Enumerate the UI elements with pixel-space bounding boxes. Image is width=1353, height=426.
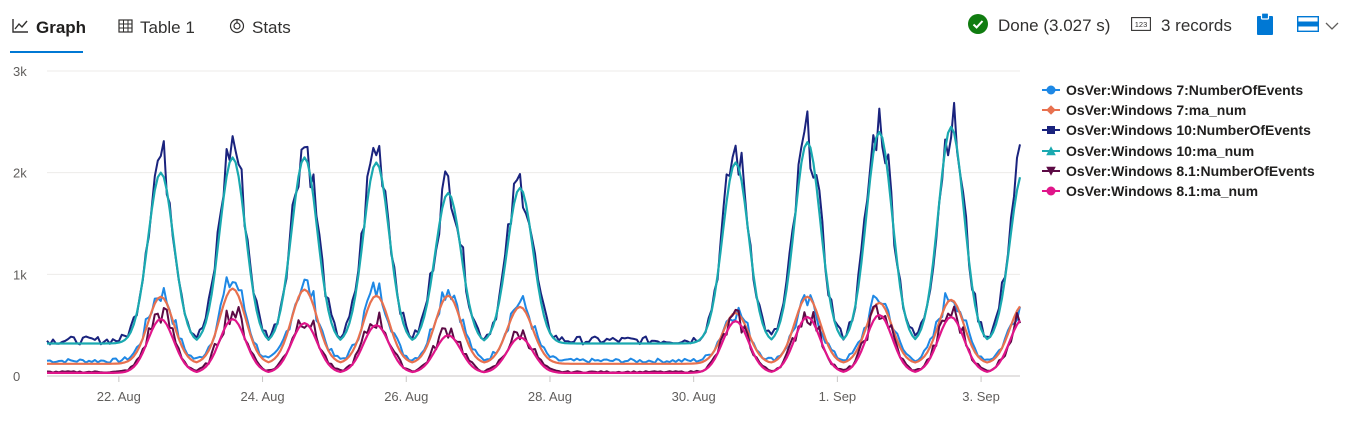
legend-label: OsVer:Windows 8.1:NumberOfEvents [1066, 162, 1315, 179]
legend-item[interactable]: OsVer:Windows 10:ma_num [1042, 141, 1315, 161]
active-tab-indicator [10, 51, 83, 53]
legend-marker-icon [1042, 165, 1066, 177]
x-tick-label: 22. Aug [97, 389, 141, 404]
legend-marker-icon [1042, 185, 1066, 197]
legend-marker-icon [1042, 84, 1066, 96]
line-chart-icon [12, 18, 29, 38]
number-format-icon: 123 [1131, 16, 1151, 36]
checkmark-icon [968, 13, 988, 39]
legend-label: OsVer:Windows 10:ma_num [1066, 142, 1255, 159]
legend-item[interactable]: OsVer:Windows 8.1:ma_num [1042, 181, 1315, 201]
chevron-down-icon [1325, 18, 1339, 36]
y-tick-label: 0 [13, 369, 20, 384]
x-tick-label: 30. Aug [672, 389, 716, 404]
y-tick-label: 3k [13, 64, 27, 79]
legend-marker-icon [1042, 145, 1066, 157]
toolbar: Graph Table 1 Stats Done (3.027 s) 123 3… [0, 0, 1353, 54]
legend-marker-icon [1042, 124, 1066, 136]
y-tick-label: 2k [13, 166, 27, 181]
x-tick-label: 24. Aug [241, 389, 285, 404]
table-icon [118, 18, 133, 38]
layout-menu-button[interactable] [1296, 15, 1339, 37]
series-line [46, 276, 1021, 364]
query-status: Done (3.027 s) [968, 13, 1111, 39]
series-line [47, 313, 1021, 374]
legend-item[interactable]: OsVer:Windows 8.1:NumberOfEvents [1042, 161, 1315, 181]
status-text: Done (3.027 s) [998, 16, 1111, 35]
legend-marker-icon [1042, 104, 1066, 116]
x-tick-label: 1. Sep [819, 389, 857, 404]
tab-label: Graph [36, 18, 87, 37]
stats-icon [229, 18, 245, 39]
legend-item[interactable]: OsVer:Windows 7:ma_num [1042, 100, 1315, 120]
tab-graph[interactable]: Graph [12, 14, 86, 42]
series-line [46, 304, 1021, 374]
legend-item[interactable]: OsVer:Windows 7:NumberOfEvents [1042, 80, 1315, 100]
y-tick-label: 1k [13, 267, 27, 282]
records-text: 3 records [1161, 16, 1232, 35]
tab-table-1[interactable]: Table 1 [118, 14, 195, 42]
legend-item[interactable]: OsVer:Windows 10:NumberOfEvents [1042, 120, 1315, 140]
legend-label: OsVer:Windows 7:ma_num [1066, 102, 1247, 119]
legend-label: OsVer:Windows 8.1:ma_num [1066, 183, 1259, 200]
x-tick-label: 26. Aug [384, 389, 428, 404]
x-tick-label: 3. Sep [962, 389, 1000, 404]
tab-label: Table 1 [140, 18, 195, 37]
chart-legend: OsVer:Windows 7:NumberOfEvents OsVer:Wind… [1042, 80, 1315, 201]
series-line [47, 287, 1021, 365]
layout-icon [1296, 15, 1320, 37]
series-line [47, 125, 1022, 345]
legend-label: OsVer:Windows 7:NumberOfEvents [1066, 82, 1304, 99]
legend-label: OsVer:Windows 10:NumberOfEvents [1066, 122, 1311, 139]
records-count: 123 3 records [1131, 14, 1232, 38]
copy-clipboard-icon[interactable] [1257, 12, 1273, 40]
chart-area: 0 1k 2k 3k 22. Aug 24. Aug 26. Aug 28. Aug 30. A… [0, 58, 1353, 421]
svg-text:123: 123 [1135, 20, 1148, 29]
tab-stats[interactable]: Stats [229, 14, 291, 42]
tab-label: Stats [252, 18, 291, 37]
x-tick-label: 28. Aug [528, 389, 572, 404]
line-chart: 0 1k 2k 3k 22. Aug 24. Aug 26. Aug 28. Aug 30. A… [13, 64, 1022, 404]
